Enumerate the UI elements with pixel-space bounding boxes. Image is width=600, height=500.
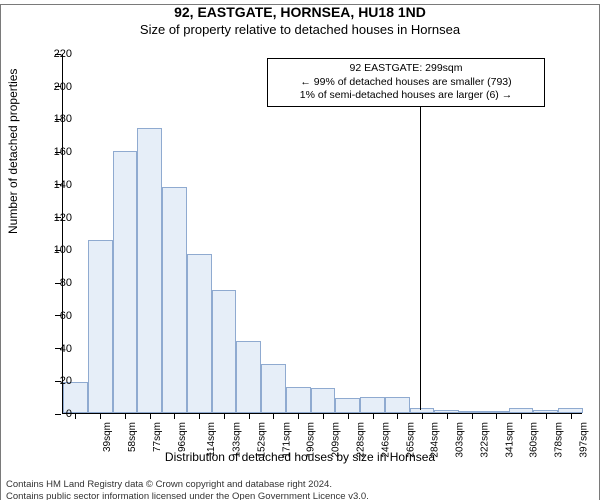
annotation-line-2: ← 99% of detached houses are smaller (79…	[274, 76, 538, 90]
histogram-bar	[335, 398, 360, 413]
x-tick	[422, 413, 423, 419]
x-tick	[546, 413, 547, 419]
annotation-line-1: 92 EASTGATE: 299sqm	[274, 62, 538, 76]
y-tick-label: 80	[42, 277, 72, 289]
x-tick	[348, 413, 349, 419]
histogram-bar	[286, 387, 311, 413]
histogram-bar	[162, 187, 187, 413]
histogram-bar	[187, 254, 212, 413]
x-tick	[75, 413, 76, 419]
histogram-bar	[113, 151, 138, 413]
x-tick-label: 39sqm	[102, 422, 113, 452]
histogram-bar	[311, 388, 336, 413]
x-tick	[447, 413, 448, 419]
y-tick-label: 200	[42, 81, 72, 93]
histogram-bar	[212, 290, 237, 413]
y-tick-label: 60	[42, 310, 72, 322]
x-tick	[273, 413, 274, 419]
x-tick	[150, 413, 151, 419]
y-axis-label: Number of detached properties	[6, 69, 20, 234]
histogram-bar	[236, 341, 261, 413]
x-tick	[373, 413, 374, 419]
x-tick	[298, 413, 299, 419]
x-tick-label: 58sqm	[127, 422, 138, 452]
x-tick	[472, 413, 473, 419]
x-tick	[174, 413, 175, 419]
histogram-bar	[385, 397, 410, 413]
chart-subtitle: Size of property relative to detached ho…	[0, 22, 600, 37]
histogram-bar	[261, 364, 286, 413]
footer-attribution: Contains HM Land Registry data © Crown c…	[6, 479, 369, 500]
x-tick	[125, 413, 126, 419]
histogram-bar	[137, 128, 162, 413]
y-tick-label: 20	[42, 375, 72, 387]
annotation-marker-line	[420, 102, 421, 410]
y-tick-label: 100	[42, 244, 72, 256]
x-tick	[397, 413, 398, 419]
y-tick-label: 140	[42, 179, 72, 191]
y-tick-label: 180	[42, 113, 72, 125]
annotation-box: 92 EASTGATE: 299sqm← 99% of detached hou…	[267, 58, 545, 107]
x-tick-label: 77sqm	[152, 422, 163, 452]
plot-region: 39sqm58sqm77sqm96sqm114sqm133sqm152sqm17…	[62, 54, 582, 414]
annotation-line-3: 1% of semi-detached houses are larger (6…	[274, 89, 538, 103]
x-tick	[224, 413, 225, 419]
x-tick	[323, 413, 324, 419]
chart-area: 39sqm58sqm77sqm96sqm114sqm133sqm152sqm17…	[62, 54, 582, 414]
x-tick	[521, 413, 522, 419]
chart-container: 92, EASTGATE, HORNSEA, HU18 1ND Size of …	[0, 4, 600, 500]
footer-line-2: Contains public sector information licen…	[6, 491, 369, 500]
histogram-bar	[88, 240, 113, 413]
x-tick	[249, 413, 250, 419]
x-tick-label: 96sqm	[177, 422, 188, 452]
x-tick	[100, 413, 101, 419]
footer-line-1: Contains HM Land Registry data © Crown c…	[6, 479, 369, 490]
y-tick-label: 160	[42, 146, 72, 158]
y-tick-label: 120	[42, 212, 72, 224]
x-tick	[199, 413, 200, 419]
y-tick-label: 0	[42, 408, 72, 420]
chart-title: 92, EASTGATE, HORNSEA, HU18 1ND	[0, 4, 600, 20]
y-tick-label: 40	[42, 343, 72, 355]
x-tick	[496, 413, 497, 419]
y-tick-label: 220	[42, 48, 72, 60]
x-tick	[571, 413, 572, 419]
x-axis-label: Distribution of detached houses by size …	[0, 450, 600, 464]
histogram-bar	[360, 397, 385, 413]
